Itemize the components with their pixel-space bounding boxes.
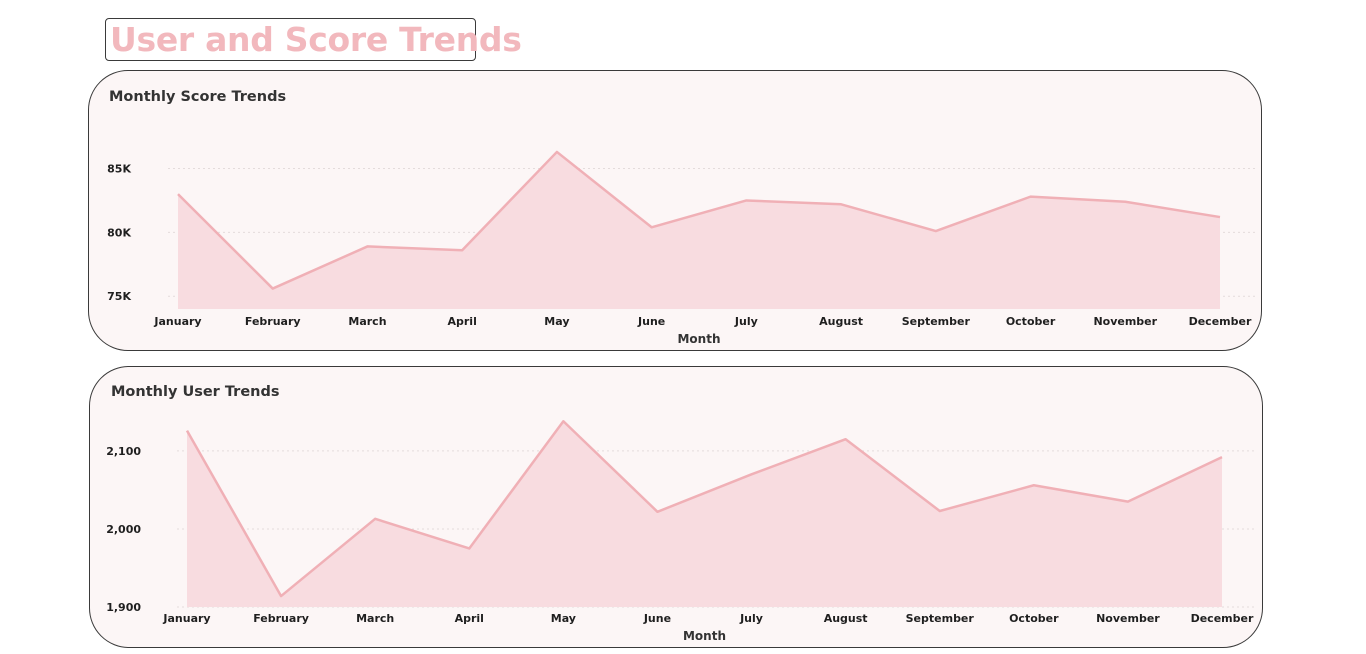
score-data-point — [934, 229, 938, 233]
score-x-axis-title: Month — [677, 332, 720, 346]
score-data-point — [1218, 215, 1222, 219]
score-y-tick-label: 75K — [107, 290, 131, 303]
user-x-tick-label: April — [455, 612, 484, 625]
user-x-tick-label: May — [551, 612, 576, 625]
user-y-tick-label: 2,100 — [106, 445, 141, 458]
score-x-tick-label: October — [1006, 315, 1056, 328]
user-trends-card[interactable]: Monthly User Trends 1,900 2,000 2,100 Janua… — [89, 366, 1263, 648]
page-title-box: User and Score Trends — [105, 18, 522, 61]
score-x-tick-label: March — [348, 315, 386, 328]
score-x-tick-label: January — [153, 315, 201, 328]
score-data-point — [744, 198, 748, 202]
user-data-point — [1126, 500, 1130, 504]
score-x-tick-label: December — [1189, 315, 1252, 328]
score-x-tick-label: August — [819, 315, 863, 328]
user-data-point — [1220, 455, 1224, 459]
user-data-point — [185, 429, 189, 433]
score-data-point — [650, 225, 654, 229]
user-y-tick-label: 2,000 — [106, 523, 141, 536]
score-data-point — [1029, 195, 1033, 199]
score-area-fill — [178, 151, 1220, 309]
user-data-point — [750, 472, 754, 476]
score-data-point — [839, 202, 843, 206]
user-x-tick-label: June — [643, 612, 671, 625]
score-data-point — [1123, 200, 1127, 204]
user-area-fill — [187, 421, 1222, 607]
user-chart-title: Monthly User Trends — [111, 384, 280, 400]
score-y-tick-label: 80K — [107, 226, 131, 239]
user-x-tick-label: September — [906, 612, 975, 625]
user-data-point — [938, 509, 942, 513]
user-data-point — [1032, 483, 1036, 487]
user-series-line — [185, 420, 1223, 598]
user-x-tick-label: August — [824, 612, 868, 625]
score-trends-chart[interactable]: 75K 80K 85K January February March April May Jun… — [89, 71, 1262, 351]
score-data-point — [271, 287, 275, 291]
user-x-tick-label: February — [253, 612, 309, 625]
user-data-point — [561, 419, 565, 423]
score-chart-title: Monthly Score Trends — [109, 89, 287, 105]
score-data-point — [176, 192, 180, 196]
score-x-tick-label: July — [734, 315, 758, 328]
user-x-tick-label: July — [739, 612, 763, 625]
user-x-tick-label: December — [1191, 612, 1254, 625]
user-data-point — [373, 517, 377, 521]
score-data-point — [365, 244, 369, 248]
user-x-tick-label: March — [356, 612, 394, 625]
score-data-point — [555, 150, 559, 154]
user-x-tick-label: November — [1096, 612, 1160, 625]
score-data-point — [460, 248, 464, 252]
user-data-point — [467, 546, 471, 550]
score-trends-card[interactable]: Monthly Score Trends 75K 80K 85K January Feb… — [88, 70, 1262, 351]
score-x-tick-label: June — [637, 315, 665, 328]
user-x-tick-label: January — [162, 612, 210, 625]
score-x-tick-label: April — [448, 315, 477, 328]
score-x-tick-label: February — [245, 315, 301, 328]
score-x-tick-label: November — [1093, 315, 1157, 328]
user-data-point — [279, 594, 283, 598]
score-x-tick-label: September — [902, 315, 971, 328]
user-data-point — [655, 510, 659, 514]
score-y-tick-label: 85K — [107, 163, 131, 176]
user-x-tick-label: October — [1009, 612, 1059, 625]
user-y-tick-label: 1,900 — [106, 601, 141, 614]
user-x-axis-title: Month — [683, 629, 726, 643]
score-series-line — [177, 150, 1221, 290]
user-data-point — [844, 437, 848, 441]
page-title: User and Score Trends — [110, 20, 522, 59]
score-x-tick-label: May — [544, 315, 569, 328]
user-trends-chart[interactable]: 1,900 2,000 2,100 January February March April… — [90, 367, 1263, 648]
